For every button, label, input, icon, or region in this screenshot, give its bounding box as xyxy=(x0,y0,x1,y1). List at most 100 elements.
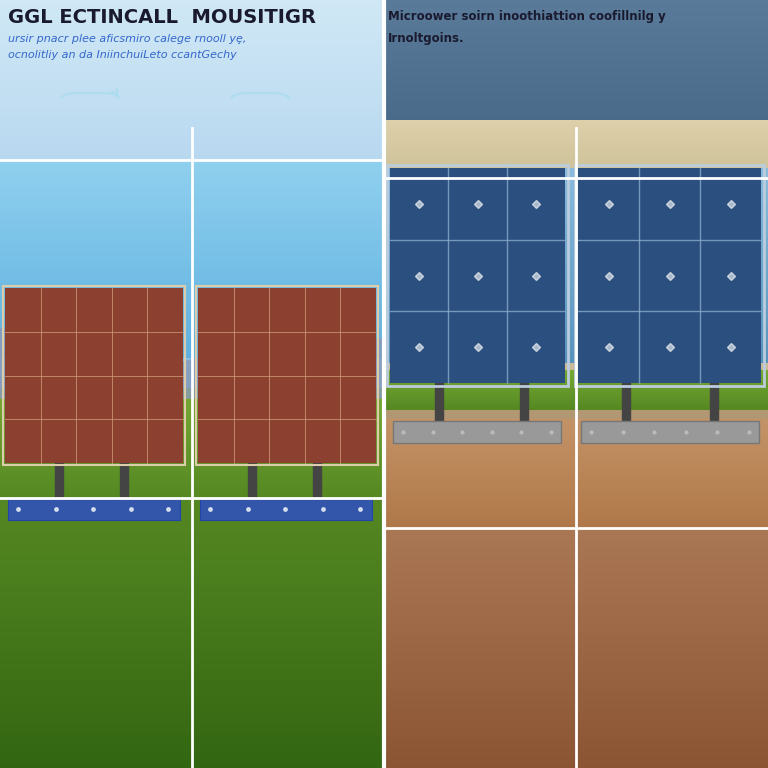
Bar xyxy=(0,574,384,579)
Bar xyxy=(384,2,768,5)
Bar xyxy=(384,428,768,430)
Bar xyxy=(384,0,768,2)
Bar xyxy=(384,74,768,77)
Bar xyxy=(384,36,768,38)
Bar xyxy=(384,68,768,71)
Bar xyxy=(581,421,759,443)
Bar xyxy=(0,195,384,200)
Bar xyxy=(384,117,768,120)
Bar xyxy=(0,588,384,592)
Bar xyxy=(0,84,384,88)
Bar xyxy=(0,318,384,323)
Bar xyxy=(0,428,384,430)
Text: ocnolitliy an da IniinchuiLeto ccantGechy: ocnolitliy an da IniinchuiLeto ccantGech… xyxy=(8,50,237,60)
Bar xyxy=(384,385,768,386)
Bar xyxy=(384,89,768,91)
Bar xyxy=(384,166,768,167)
Bar xyxy=(384,372,768,374)
Bar xyxy=(0,18,384,22)
Bar xyxy=(384,210,768,214)
Bar xyxy=(0,624,384,628)
Bar xyxy=(0,109,384,112)
Bar xyxy=(384,398,768,399)
Bar xyxy=(384,386,768,387)
Bar xyxy=(0,55,384,58)
Bar xyxy=(384,111,768,113)
Bar xyxy=(384,484,768,486)
Bar xyxy=(384,465,768,468)
Bar xyxy=(384,433,768,436)
Bar xyxy=(384,401,768,402)
Bar xyxy=(384,469,768,472)
Bar xyxy=(384,611,768,616)
Bar xyxy=(384,65,768,68)
Bar xyxy=(384,531,768,536)
Bar xyxy=(0,34,384,38)
Bar xyxy=(384,474,768,476)
Bar xyxy=(384,392,768,393)
Bar xyxy=(384,6,768,8)
Bar xyxy=(0,388,384,390)
Bar xyxy=(0,184,384,187)
Bar xyxy=(0,290,384,295)
Bar xyxy=(0,71,384,74)
Bar xyxy=(0,88,384,91)
Bar xyxy=(384,396,768,397)
Bar xyxy=(384,400,768,402)
Bar xyxy=(384,127,768,129)
Bar xyxy=(384,176,768,177)
Bar xyxy=(384,382,768,383)
Bar xyxy=(0,614,384,620)
Bar xyxy=(0,366,384,367)
Bar xyxy=(384,144,768,145)
Bar xyxy=(0,404,384,406)
Bar xyxy=(0,727,384,732)
Bar xyxy=(384,199,768,203)
Bar xyxy=(384,375,768,376)
Bar xyxy=(384,168,768,169)
Bar xyxy=(0,403,384,405)
Bar xyxy=(0,483,384,485)
Bar xyxy=(384,519,768,522)
Bar xyxy=(384,660,768,664)
Bar xyxy=(0,207,384,211)
Bar xyxy=(0,294,384,299)
Bar xyxy=(384,273,768,276)
Bar xyxy=(384,389,768,391)
Bar xyxy=(384,360,768,364)
Bar xyxy=(384,727,768,732)
Bar xyxy=(384,369,768,371)
Bar xyxy=(384,154,768,155)
Bar xyxy=(384,346,768,350)
Bar xyxy=(384,134,768,135)
Bar xyxy=(0,371,384,372)
Bar xyxy=(384,555,768,560)
Bar xyxy=(384,114,768,118)
Bar xyxy=(0,360,384,362)
Bar xyxy=(384,125,768,127)
Bar xyxy=(384,188,768,193)
Bar xyxy=(0,409,384,412)
Bar xyxy=(384,720,768,724)
Bar xyxy=(384,575,768,580)
Bar xyxy=(384,156,768,157)
Bar xyxy=(384,624,768,628)
Bar xyxy=(384,404,768,406)
Bar xyxy=(384,119,768,121)
Bar xyxy=(384,396,768,397)
Bar xyxy=(0,429,384,432)
Bar xyxy=(313,458,321,508)
Bar xyxy=(384,72,768,74)
Bar xyxy=(0,641,384,647)
Bar xyxy=(0,338,384,343)
Bar xyxy=(0,10,384,13)
Bar xyxy=(0,687,384,691)
Bar xyxy=(384,647,768,652)
Bar xyxy=(384,386,768,388)
Bar xyxy=(384,142,768,143)
Bar xyxy=(0,400,384,402)
Bar xyxy=(0,417,384,419)
Bar xyxy=(0,141,384,144)
Bar xyxy=(384,445,768,448)
Bar xyxy=(0,423,384,425)
